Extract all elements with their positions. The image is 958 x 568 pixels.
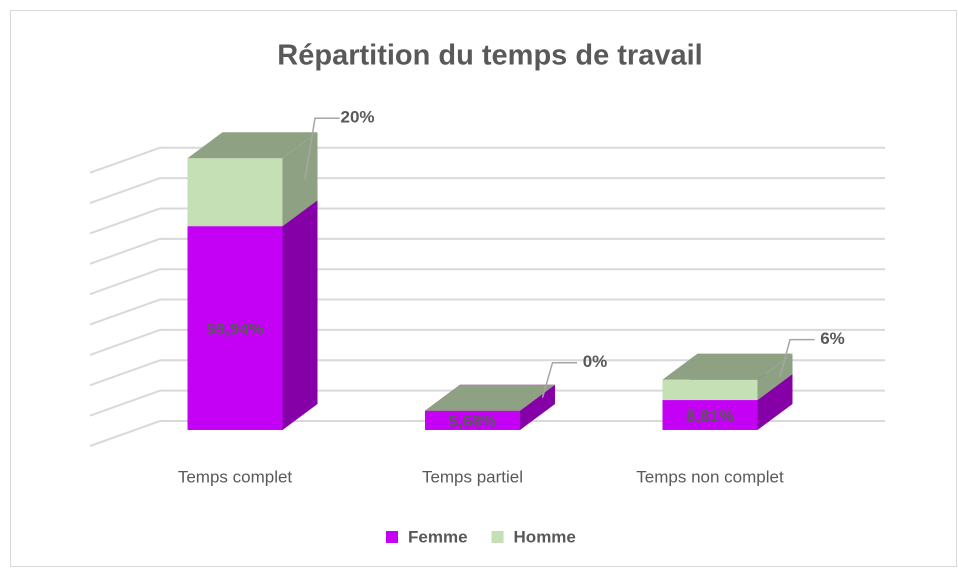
side-wall-line	[89, 268, 161, 296]
side-wall-line	[89, 298, 161, 326]
side-wall-line	[89, 389, 161, 417]
side-wall-line	[89, 359, 161, 387]
side-wall-line	[89, 328, 161, 356]
bar-front	[662, 379, 758, 401]
x-tick-label: Temps complet	[178, 467, 293, 486]
legend-swatch	[491, 531, 504, 543]
data-label: 8,81%	[686, 407, 734, 426]
x-tick-label: Temps non complet	[636, 467, 784, 486]
data-label: 0%	[583, 352, 608, 371]
x-tick-label: Temps partiel	[422, 467, 523, 486]
data-label: 59,94%	[206, 320, 264, 339]
data-label: 5,68%	[448, 411, 496, 430]
bar-front	[662, 400, 758, 430]
leader-line	[541, 361, 577, 398]
chart-title: Répartition du temps de travail	[277, 40, 702, 72]
legend-swatch	[386, 531, 398, 543]
side-wall-line	[89, 420, 161, 447]
bar-top	[187, 132, 318, 159]
bar-side	[757, 374, 793, 430]
leader-line	[779, 338, 815, 378]
data-label: 6%	[820, 329, 845, 348]
side-wall-line	[89, 146, 161, 174]
bar-side	[520, 384, 555, 430]
bar-top	[662, 353, 793, 380]
leader-line	[304, 117, 340, 180]
side-wall-line	[89, 177, 161, 205]
legend-label: Femme	[408, 527, 468, 546]
chart-border	[10, 10, 957, 567]
side-wall-line	[89, 207, 161, 235]
legend-label: Homme	[514, 527, 576, 546]
side-wall-line	[89, 237, 161, 265]
data-label: 20%	[340, 108, 374, 127]
bar-front	[187, 226, 283, 430]
bar-front	[425, 410, 520, 430]
bar-top	[425, 384, 555, 411]
bar-side	[282, 200, 318, 430]
bar-front	[187, 158, 283, 227]
